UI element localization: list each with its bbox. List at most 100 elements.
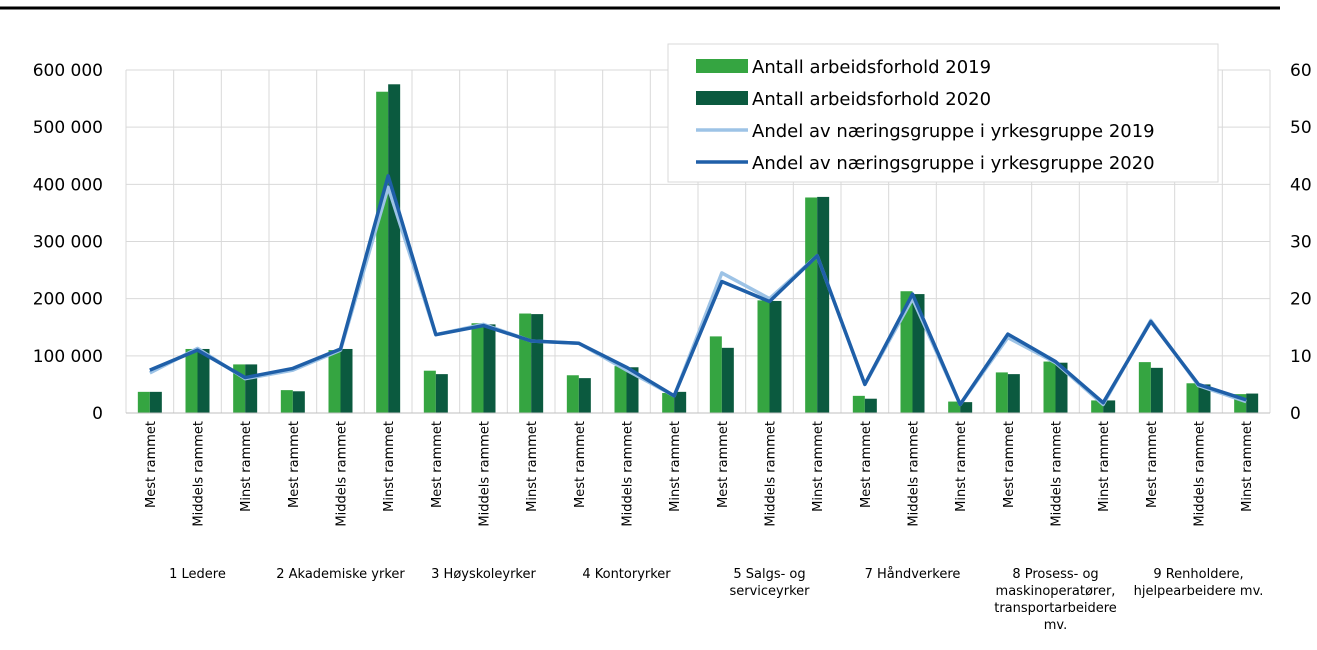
y2-tick-label: 50: [1290, 118, 1312, 138]
legend-label: Antall arbeidsforhold 2019: [752, 57, 991, 78]
x-tick-label: Mest rammet: [859, 421, 874, 508]
bar: [900, 291, 913, 413]
bar: [483, 324, 496, 413]
bar: [149, 391, 162, 413]
y-tick-label: 0: [92, 404, 103, 424]
x-tick-label: Middels rammet: [335, 421, 350, 527]
group-label: 4 Kontoryrker: [582, 567, 671, 582]
group-label: 3 Høyskoleyrker: [431, 567, 536, 582]
x-tick-label: Middels rammet: [764, 421, 779, 527]
y2-tick-label: 20: [1290, 290, 1312, 310]
x-tick-label: Middels rammet: [192, 421, 207, 527]
x-tick-label: Mest rammet: [287, 421, 302, 508]
x-tick-label: Minst rammet: [1097, 421, 1112, 512]
bar: [578, 378, 591, 413]
legend-label: Antall arbeidsforhold 2020: [752, 89, 991, 110]
group-label: 2 Akademiske yrker: [276, 567, 405, 582]
y2-tick-label: 60: [1290, 61, 1312, 81]
y-tick-label: 500 000: [33, 118, 103, 138]
x-tick-label: Mest rammet: [573, 421, 588, 508]
line-series: [149, 174, 1247, 407]
y-tick-label: 100 000: [33, 347, 103, 367]
bar: [626, 367, 639, 413]
bar: [185, 348, 198, 413]
bar: [960, 402, 973, 413]
x-tick-label: Middels rammet: [478, 421, 493, 527]
legend-label: Andel av næringsgruppe i yrkesgruppe 202…: [752, 153, 1155, 174]
bar: [280, 390, 293, 413]
bar: [614, 366, 627, 413]
bar: [376, 91, 389, 414]
x-tick-label: Middels rammet: [1193, 421, 1208, 527]
bar: [709, 336, 722, 413]
bar: [1198, 384, 1211, 413]
bar: [1007, 374, 1020, 413]
bar: [995, 372, 1008, 413]
bar: [388, 84, 401, 414]
bar: [948, 401, 961, 413]
legend-label: Andel av næringsgruppe i yrkesgruppe 201…: [752, 121, 1155, 142]
bar: [471, 323, 484, 413]
bar: [519, 313, 532, 413]
y2-tick-label: 10: [1290, 347, 1312, 367]
legend-swatch: [696, 91, 748, 105]
y2-tick-label: 30: [1290, 233, 1312, 253]
x-tick-label: Mest rammet: [144, 421, 159, 508]
bar: [292, 391, 305, 413]
bar: [805, 197, 818, 413]
x-tick-label: Minst rammet: [954, 421, 969, 512]
bar: [435, 374, 448, 413]
bar: [757, 300, 770, 413]
x-tick-label: Minst rammet: [811, 421, 826, 512]
x-tick-label: Minst rammet: [668, 421, 683, 512]
x-tick-label: Middels rammet: [907, 421, 922, 527]
y-tick-label: 400 000: [33, 175, 103, 195]
bar: [423, 370, 436, 413]
group-label: 9 Renholdere, hjelpearbeidere mv.: [1133, 567, 1264, 599]
y-tick-label: 200 000: [33, 290, 103, 310]
legend-swatch: [696, 59, 748, 73]
bar: [1186, 383, 1199, 413]
bar: [864, 398, 877, 413]
x-tick-label: Minst rammet: [239, 421, 254, 512]
group-label: 1 Ledere: [169, 567, 226, 582]
bar: [197, 348, 210, 413]
bar: [721, 347, 734, 413]
bar: [1150, 367, 1163, 413]
bar: [531, 314, 544, 413]
x-tick-label: Minst rammet: [382, 421, 397, 512]
bar: [662, 392, 675, 413]
group-label: 5 Salgs- og serviceyrker: [729, 567, 810, 599]
bar: [1103, 400, 1116, 413]
bar: [1138, 362, 1151, 413]
y2-tick-label: 40: [1290, 175, 1312, 195]
bar: [1043, 361, 1056, 413]
bar: [137, 391, 150, 413]
x-tick-label: Mest rammet: [430, 421, 445, 508]
bar: [340, 348, 353, 413]
bar: [328, 350, 341, 413]
bar: [566, 375, 579, 413]
x-tick-label: Mest rammet: [716, 421, 731, 508]
group-label: 7 Håndverkere: [864, 567, 961, 582]
legend-box: [667, 43, 1219, 183]
bar: [912, 294, 925, 413]
bar: [1246, 393, 1259, 413]
x-tick-label: Mest rammet: [1002, 421, 1017, 508]
x-tick-label: Middels rammet: [1050, 421, 1065, 527]
bar: [1055, 362, 1068, 413]
bar: [245, 364, 258, 413]
bar: [852, 395, 865, 413]
bar: [817, 196, 830, 413]
x-tick-label: Middels rammet: [621, 421, 636, 527]
group-label: 8 Prosess- og maskinoperatører, transpor…: [994, 567, 1117, 633]
x-tick-label: Minst rammet: [1240, 421, 1255, 512]
x-tick-label: Mest rammet: [1145, 421, 1160, 508]
y-tick-label: 600 000: [33, 61, 103, 81]
bar: [769, 300, 782, 413]
x-tick-label: Minst rammet: [525, 421, 540, 512]
y-tick-label: 300 000: [33, 233, 103, 253]
bar: [674, 391, 687, 413]
